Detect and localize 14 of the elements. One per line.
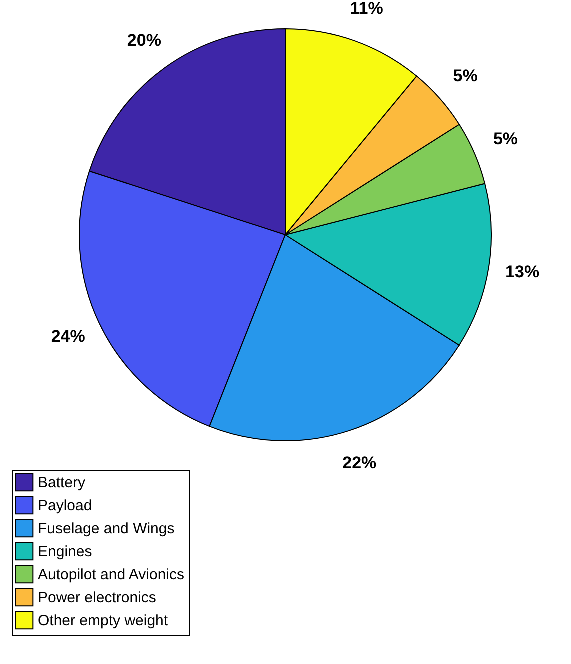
data-label: 5% xyxy=(453,66,478,86)
data-label: 5% xyxy=(493,130,518,149)
legend-label: Power electronics xyxy=(38,590,156,606)
legend-label: Other empty weight xyxy=(38,612,169,630)
legend-label: Fuselage and Wings xyxy=(38,520,175,538)
legend-label: Engines xyxy=(38,544,92,560)
data-label: 20% xyxy=(127,30,162,50)
data-label: 11% xyxy=(350,0,384,18)
data-label: 13% xyxy=(506,262,540,282)
data-label: 22% xyxy=(342,453,377,472)
legend-label: Autopilot and Avionics xyxy=(38,566,184,584)
legend-label: Battery xyxy=(38,474,86,492)
data-label: 24% xyxy=(51,327,86,346)
legend-label: Payload xyxy=(38,498,92,514)
